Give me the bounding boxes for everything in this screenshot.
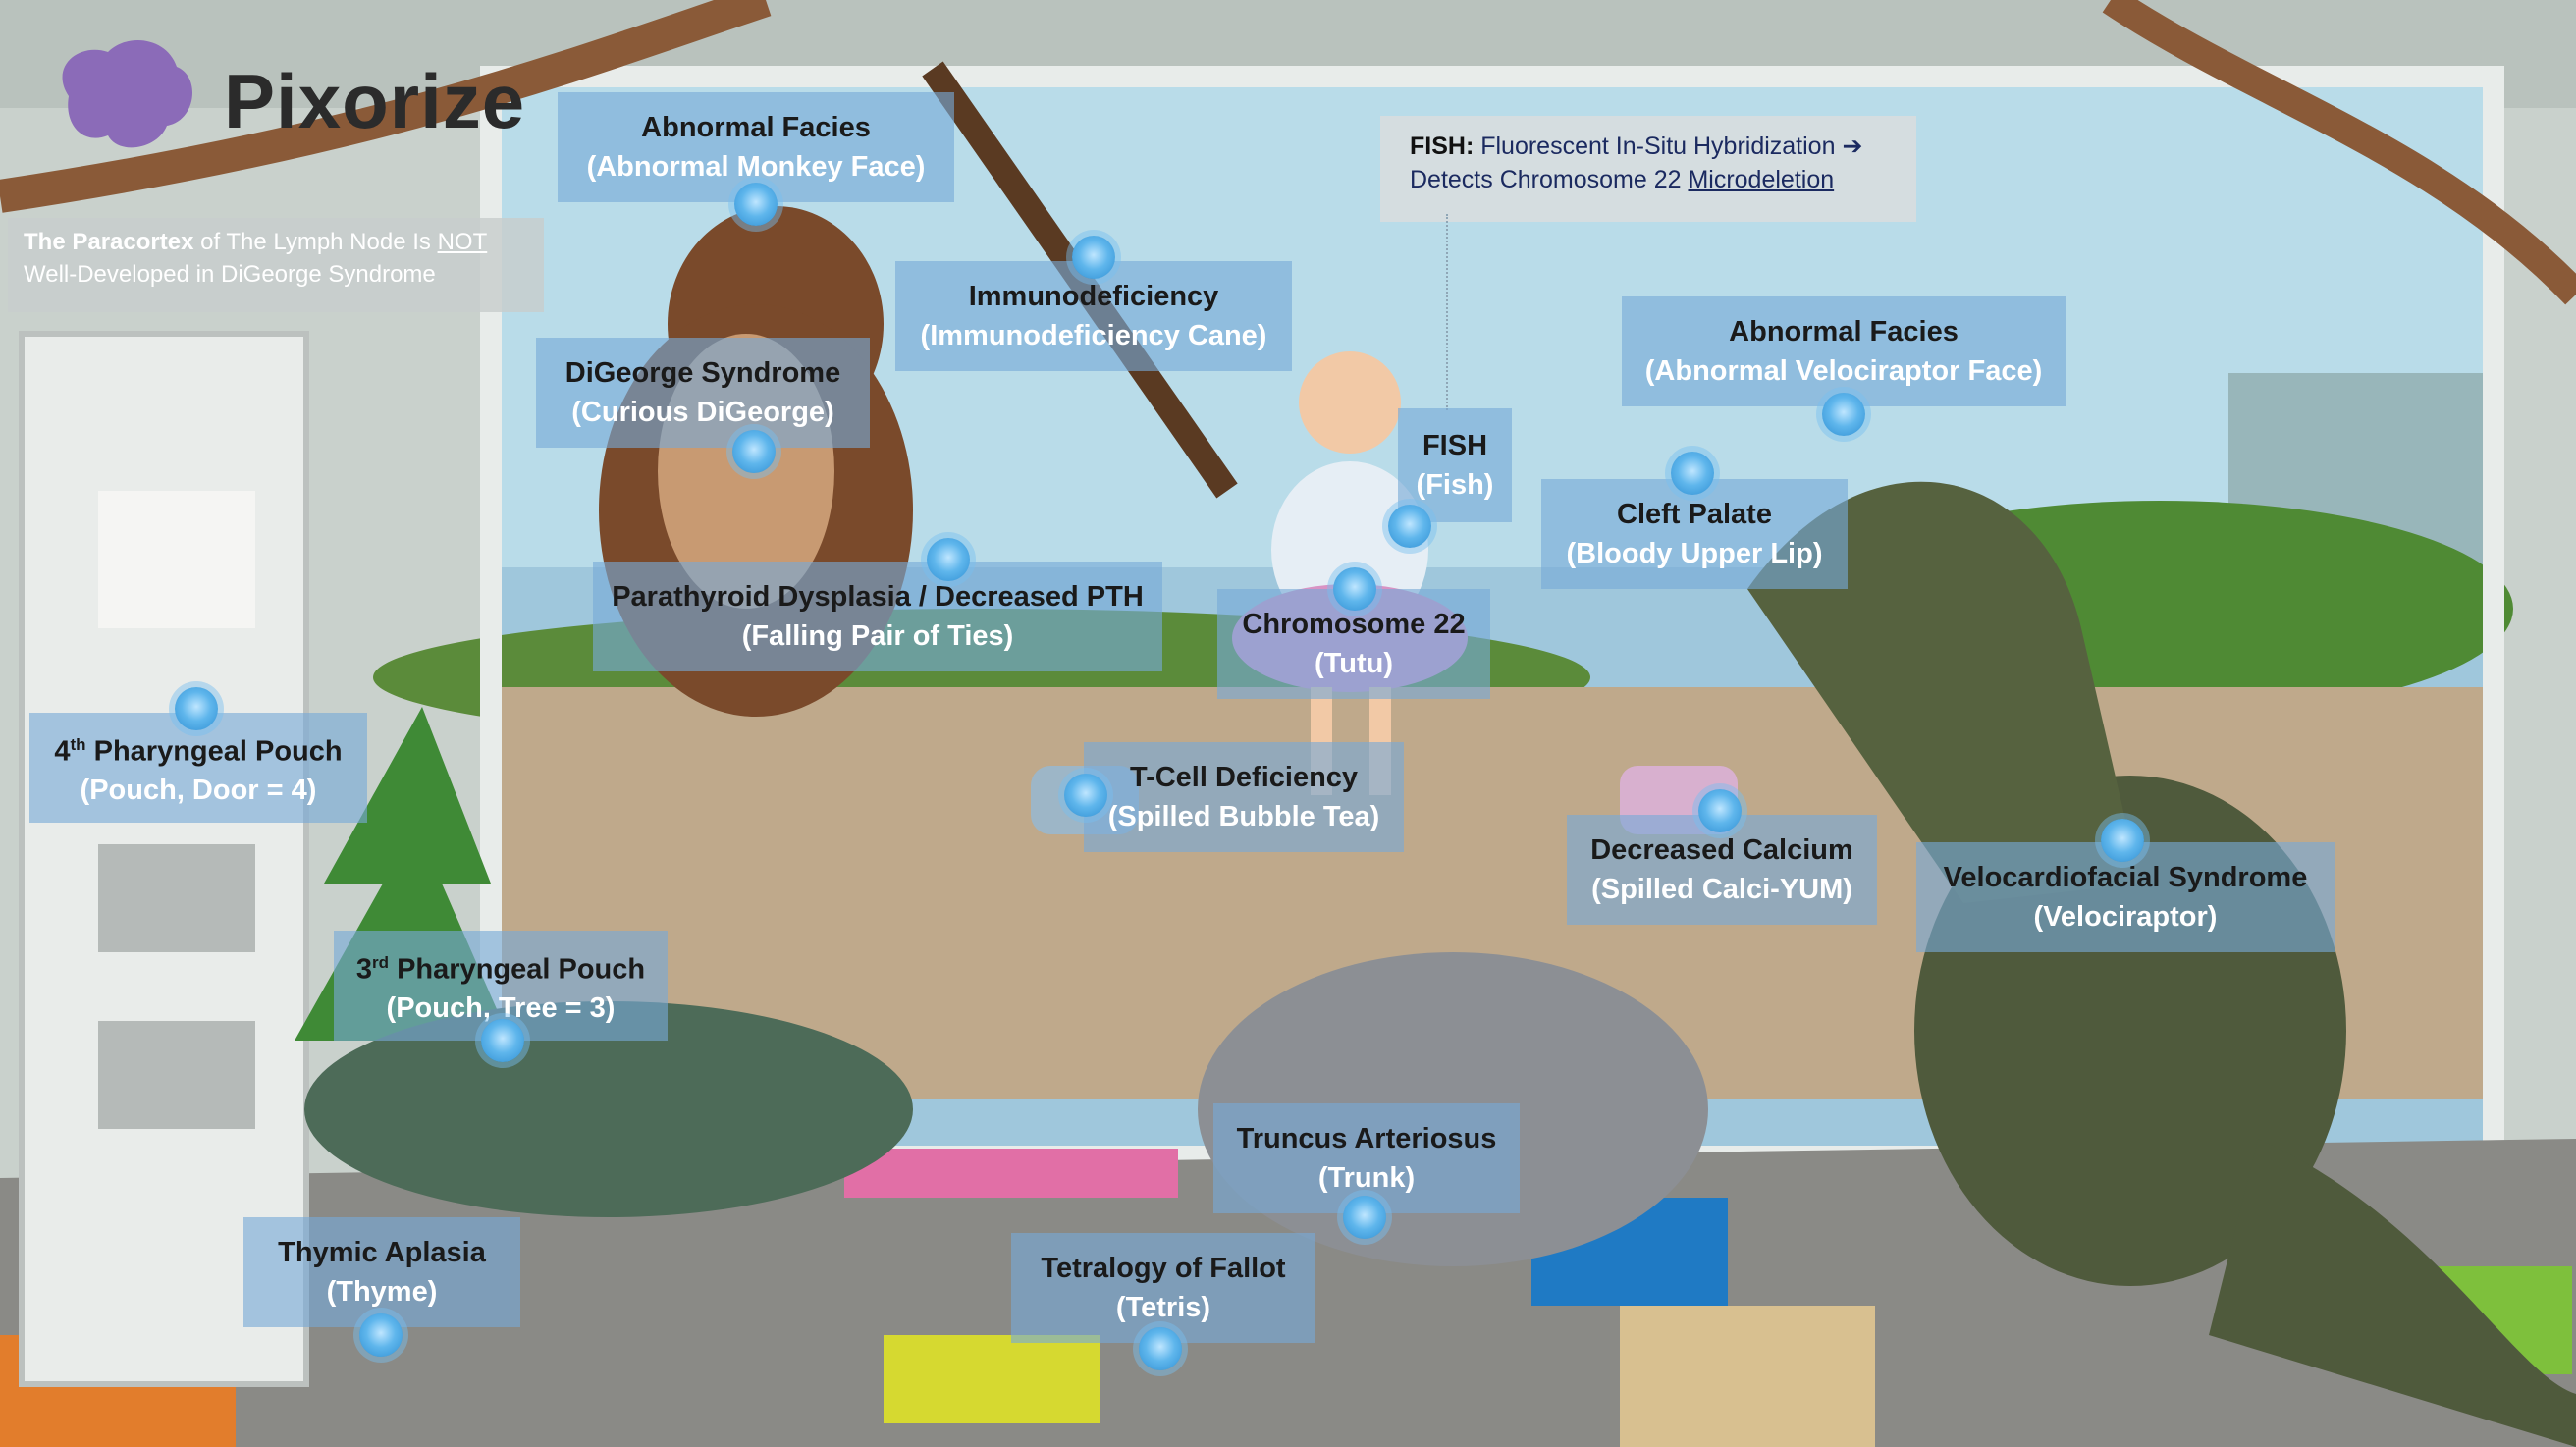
fish-note-bold: FISH: (1410, 133, 1475, 160)
fish-note-line2: Detects Chromosome 22 (1410, 166, 1689, 193)
label-title: Cleft Palate (1617, 499, 1772, 530)
label-title: DiGeorge Syndrome (564, 357, 841, 389)
fish-note-link: Microdeletion (1688, 166, 1835, 193)
hotspot-fourth-pouch[interactable] (175, 687, 218, 730)
label-title: Tetralogy of Fallot (1041, 1253, 1286, 1284)
label-sub: (Bloody Upper Lip) (1566, 538, 1823, 569)
label-fourth-pouch: 4th Pharyngeal Pouch (Pouch, Door = 4) (29, 713, 367, 823)
label-title: 3rd Pharyngeal Pouch (355, 952, 646, 986)
label-calcium: Decreased Calcium (Spilled Calci-YUM) (1567, 815, 1877, 925)
label-sub: (Immunodeficiency Cane) (920, 320, 1267, 351)
hotspot-immunodeficiency[interactable] (1072, 236, 1115, 279)
label-sub: (Tutu) (1315, 648, 1393, 679)
hotspot-chromosome[interactable] (1333, 567, 1376, 611)
hotspot-truncus[interactable] (1343, 1196, 1386, 1239)
label-sub: (Curious DiGeorge) (571, 397, 834, 428)
hotspot-tetralogy[interactable] (1139, 1327, 1182, 1370)
fish-connector (1446, 214, 1448, 410)
fish-note: FISH: Fluorescent In-Situ Hybridization … (1380, 116, 1916, 222)
hotspot-velocardiofacial[interactable] (2101, 819, 2144, 862)
label-tcell: T-Cell Deficiency (Spilled Bubble Tea) (1084, 742, 1404, 852)
hotspot-fish[interactable] (1388, 505, 1431, 548)
brain-logo-icon (62, 40, 193, 148)
label-title: T-Cell Deficiency (1129, 762, 1359, 793)
label-title: Abnormal Facies (1729, 316, 1959, 348)
fish-note-line1: Fluorescent In-Situ Hybridization (1474, 133, 1836, 160)
label-sub: (Abnormal Velociraptor Face) (1644, 355, 2043, 387)
note-bold: The Paracortex (24, 229, 194, 255)
label-thymic: Thymic Aplasia (Thyme) (243, 1217, 520, 1327)
label-chromosome: Chromosome 22 (Tutu) (1217, 589, 1490, 699)
brand-name: Pixorize (224, 58, 526, 144)
hotspot-cleft[interactable] (1671, 452, 1714, 495)
paracortex-note: The Paracortex of The Lymph Node Is NOT … (8, 218, 544, 312)
note-mid: of The Lymph Node Is (193, 229, 438, 255)
hotspot-parathyroid[interactable] (927, 538, 970, 581)
label-digeorge: DiGeorge Syndrome (Curious DiGeorge) (536, 338, 870, 448)
label-parathyroid: Parathyroid Dysplasia / Decreased PTH (F… (593, 562, 1162, 671)
label-title: Immunodeficiency (968, 281, 1219, 312)
label-title: FISH (1422, 430, 1488, 461)
label-fish: FISH (Fish) (1398, 408, 1512, 522)
label-sub: (Spilled Calci-YUM) (1591, 874, 1852, 905)
arrow-right-icon: ➔ (1842, 133, 1863, 160)
hotspot-thymic[interactable] (359, 1313, 402, 1357)
note-not: NOT (437, 229, 488, 255)
label-title: Truncus Arteriosus (1236, 1123, 1497, 1154)
label-sub: (Velociraptor) (2033, 901, 2218, 933)
hotspot-digeorge[interactable] (732, 430, 776, 473)
label-sub: (Thyme) (326, 1276, 438, 1308)
label-sub: (Pouch, Tree = 3) (386, 992, 616, 1025)
hotspot-calcium[interactable] (1698, 789, 1742, 832)
label-sub: (Abnormal Monkey Face) (586, 151, 926, 183)
label-sub: (Trunk) (1317, 1162, 1416, 1194)
label-truncus: Truncus Arteriosus (Trunk) (1213, 1103, 1520, 1213)
note-line2: Well-Developed in DiGeorge Syndrome (24, 261, 436, 288)
label-immunodeficiency: Immunodeficiency (Immunodeficiency Cane) (895, 261, 1292, 371)
brand-logo (39, 27, 206, 165)
label-title: Abnormal Facies (641, 112, 871, 143)
label-title: Chromosome 22 (1242, 609, 1466, 640)
label-abnormal-facies-raptor: Abnormal Facies (Abnormal Velociraptor F… (1622, 296, 2066, 406)
label-sub: (Fish) (1416, 469, 1494, 501)
label-sub: (Pouch, Door = 4) (80, 775, 317, 807)
label-title: Thymic Aplasia (278, 1237, 486, 1268)
label-sub: (Tetris) (1115, 1292, 1211, 1323)
hotspot-tcell[interactable] (1064, 774, 1107, 817)
hotspot-abnormal-facies-monkey[interactable] (734, 183, 778, 226)
hotspot-third-pouch[interactable] (481, 1019, 524, 1062)
label-cleft: Cleft Palate (Bloody Upper Lip) (1541, 479, 1848, 589)
label-title: Velocardiofacial Syndrome (1943, 862, 2308, 893)
hotspot-abnormal-facies-raptor[interactable] (1822, 393, 1865, 436)
label-abnormal-facies-monkey: Abnormal Facies (Abnormal Monkey Face) (558, 92, 954, 202)
label-title: Decreased Calcium (1590, 834, 1853, 866)
label-sub: (Spilled Bubble Tea) (1107, 801, 1380, 832)
label-tetralogy: Tetralogy of Fallot (Tetris) (1011, 1233, 1315, 1343)
label-title: 4th Pharyngeal Pouch (54, 734, 343, 768)
label-title: Parathyroid Dysplasia / Decreased PTH (612, 581, 1144, 613)
label-sub: (Falling Pair of Ties) (741, 620, 1014, 652)
